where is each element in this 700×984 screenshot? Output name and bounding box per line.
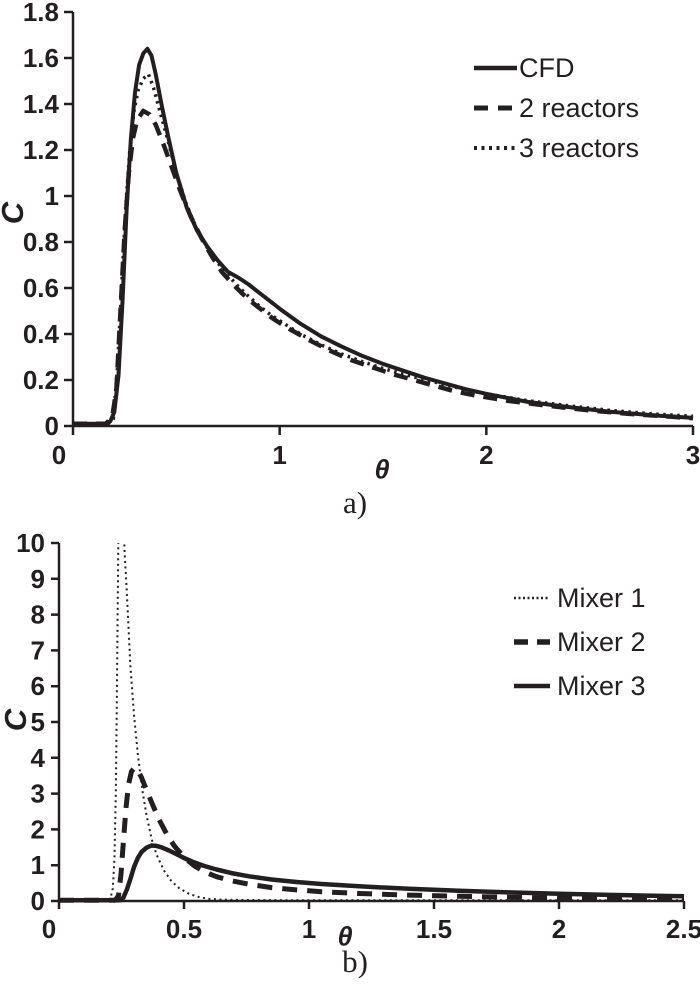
series-line-mixer-1: [59, 543, 684, 902]
y-tick-label: 0: [45, 411, 59, 441]
legend-item: Mixer 3: [514, 664, 646, 708]
x-tick-label: 0.5: [166, 914, 202, 944]
chart-b-caption: b): [342, 944, 368, 979]
legend-label: Mixer 3: [557, 670, 646, 701]
y-tick-label: 1: [31, 850, 45, 880]
legend-label: 2 reactors: [519, 92, 640, 123]
chart-a-y-axis-label: C: [0, 202, 31, 224]
x-tick-label: 0: [52, 440, 66, 470]
y-tick-label: 4: [31, 743, 46, 773]
y-tick-label: 9: [31, 564, 45, 594]
legend-line-sample: [474, 65, 517, 71]
y-tick-label: 2: [31, 814, 45, 844]
x-tick-label: 2: [479, 440, 493, 470]
chart-a-axes: [64, 10, 695, 435]
y-tick-label: 0.4: [23, 319, 60, 349]
legend-line-sample: [514, 596, 550, 600]
y-tick-label: 6: [31, 671, 45, 701]
legend-label: Mixer 2: [557, 626, 646, 657]
y-tick-label: 5: [31, 707, 45, 737]
legend-item: CFD: [474, 48, 639, 88]
chart-b-canvas: 0 1 2 3 4 5 6 7 8 9 10 0 0.5 1 1.5 2 2.5: [16, 528, 700, 944]
legend-item: Mixer 1: [514, 576, 646, 620]
chart-b-y-axis-label: C: [0, 708, 33, 732]
x-tick-label: 2.5: [666, 914, 700, 944]
x-tick-label: 3: [686, 440, 700, 470]
series-line-mixer-2: [59, 765, 685, 903]
legend-line-sample: [474, 146, 517, 150]
y-tick-label: 10: [16, 528, 45, 558]
chart-a-x-axis-label: θ: [374, 454, 390, 485]
y-tick-label: 7: [31, 635, 45, 665]
chart-a-canvas: 0 0.2 0.4 0.6 0.8 1 1.2 1.4 1.6 1.8 0 1 2 3: [23, 0, 700, 470]
legend-line-sample: [514, 683, 550, 689]
legend-label: 3 reactors: [519, 132, 640, 163]
chart-b-x-axis-label: θ: [337, 921, 353, 952]
chart-a-legend: CFD 2 reactors 3 reactors: [474, 48, 639, 168]
legend-label: CFD: [519, 52, 575, 83]
y-tick-label: 1: [45, 181, 59, 211]
y-tick-label: 1.2: [23, 135, 59, 165]
x-tick-label: 1: [302, 914, 316, 944]
y-tick-label: 1.8: [23, 0, 59, 27]
series-line-mixer-3: [59, 843, 685, 903]
legend-label: Mixer 1: [557, 582, 646, 613]
chart-a-caption: a): [342, 485, 368, 520]
y-tick-label: 1.6: [23, 43, 59, 73]
legend-item: Mixer 2: [514, 620, 646, 664]
legend-line-sample: [514, 639, 550, 645]
series-line-cfd: [73, 46, 694, 426]
y-tick-label: 0.8: [23, 227, 59, 257]
legend-item: 3 reactors: [474, 128, 639, 168]
chart-b-legend: Mixer 1 Mixer 2 Mixer 3: [514, 576, 646, 708]
y-tick-label: 0.2: [23, 365, 59, 395]
y-tick-label: 8: [31, 600, 45, 630]
x-tick-label: 0: [42, 914, 56, 944]
legend-item: 2 reactors: [474, 88, 639, 128]
legend-line-sample: [474, 105, 517, 111]
x-tick-label: 1: [272, 440, 286, 470]
y-tick-label: 0.6: [23, 273, 59, 303]
x-tick-label: 2: [552, 914, 566, 944]
y-tick-label: 0: [31, 886, 45, 916]
y-tick-label: 1.4: [23, 89, 60, 119]
y-tick-label: 3: [31, 779, 45, 809]
x-tick-label: 1.5: [416, 914, 452, 944]
